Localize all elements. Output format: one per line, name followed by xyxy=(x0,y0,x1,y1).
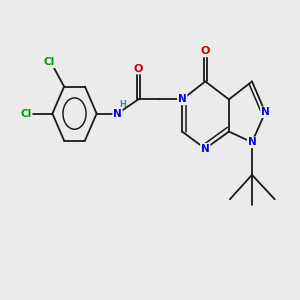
Text: Cl: Cl xyxy=(20,109,32,118)
Text: N: N xyxy=(201,144,210,154)
Text: N: N xyxy=(178,94,187,104)
Text: N: N xyxy=(248,137,256,147)
Text: N: N xyxy=(113,109,122,118)
Text: H: H xyxy=(119,100,126,109)
Text: O: O xyxy=(134,64,143,74)
Text: O: O xyxy=(201,46,210,56)
Text: N: N xyxy=(261,107,270,117)
Text: Cl: Cl xyxy=(43,57,55,67)
